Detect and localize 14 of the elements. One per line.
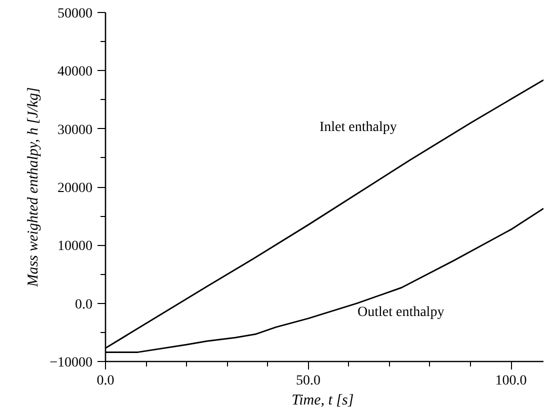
x-tick-label: 0.0 [96, 374, 114, 388]
x-tick-label: 100.0 [495, 374, 527, 388]
annotation: Inlet enthalpy [320, 120, 397, 135]
y-axis-title: Mass weighted enthalpy, h [J/kg] [26, 87, 42, 288]
y-tick-label: −10000 [50, 356, 93, 370]
y-tick-label: 10000 [58, 239, 92, 254]
y-tick-label: 40000 [58, 64, 92, 80]
annotation: Outlet enthalpy [358, 305, 444, 320]
y-tick-label: 0.0 [75, 297, 92, 312]
y-tick-label: 50000 [58, 6, 92, 22]
x-tick-label: 50.0 [296, 374, 321, 388]
x-axis-title: Time, t [s] [292, 392, 354, 408]
y-tick-label: 30000 [58, 122, 92, 138]
y-tick-label: 20000 [58, 181, 92, 196]
